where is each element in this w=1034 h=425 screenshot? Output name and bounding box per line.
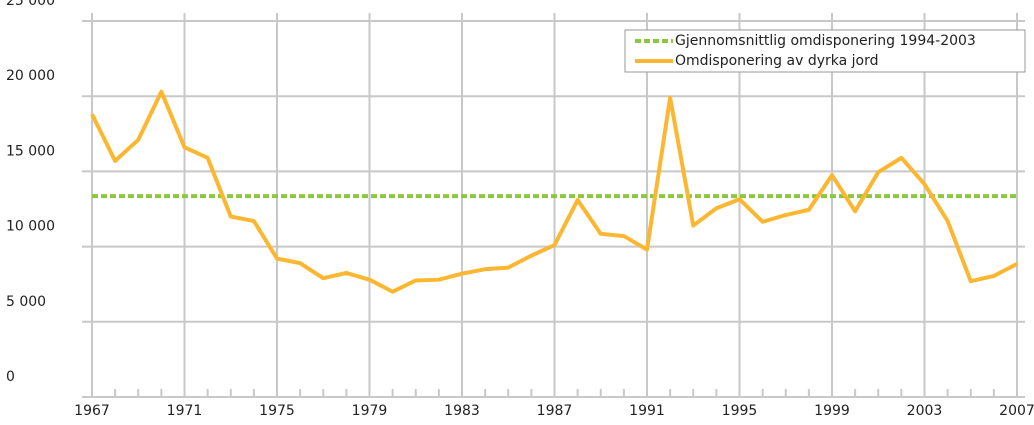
- x-tick-label: 2003: [907, 403, 943, 419]
- x-tick-label: 1999: [814, 403, 850, 419]
- y-tick-label: 10 000: [6, 219, 55, 235]
- x-tick-label: 1971: [167, 403, 203, 419]
- series-line: [90, 89, 1018, 294]
- legend-label: Gjennomsnittlig omdisponering 1994-2003: [675, 33, 976, 49]
- x-tick-label: 1991: [629, 403, 665, 419]
- x-tick-label: 2007: [999, 403, 1034, 419]
- legend-label: Omdisponering av dyrka jord: [675, 53, 879, 69]
- x-tick-label: 1987: [537, 403, 573, 419]
- x-tick-label: 1967: [74, 403, 110, 419]
- y-tick-label: 25 000: [6, 0, 55, 9]
- y-tick-label: 5 000: [6, 294, 46, 310]
- y-tick-label: 15 000: [6, 143, 55, 159]
- x-tick-label: 1975: [259, 403, 295, 419]
- x-tick-label: 1995: [722, 403, 758, 419]
- legend-box: [624, 29, 1026, 73]
- y-tick-label: 0: [6, 369, 15, 385]
- x-tick-label: 1979: [352, 403, 388, 419]
- x-tick-label: 1983: [444, 403, 480, 419]
- y-tick-label: 20 000: [6, 68, 55, 84]
